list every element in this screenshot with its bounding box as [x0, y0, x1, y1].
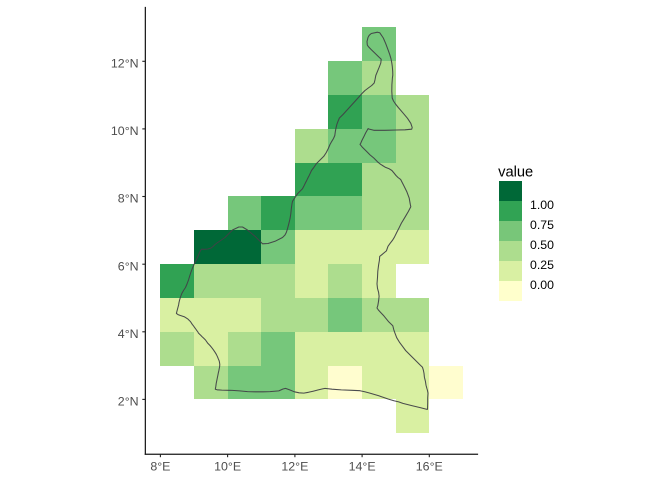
- svg-text:2°N: 2°N: [118, 395, 139, 409]
- svg-text:8°N: 8°N: [118, 192, 139, 206]
- svg-text:4°N: 4°N: [118, 327, 139, 341]
- svg-text:1.00: 1.00: [530, 198, 554, 212]
- svg-text:value: value: [498, 165, 533, 181]
- svg-text:6°N: 6°N: [118, 259, 139, 273]
- svg-text:8°E: 8°E: [150, 460, 170, 474]
- svg-text:0.25: 0.25: [530, 258, 554, 272]
- svg-text:10°E: 10°E: [214, 460, 241, 474]
- svg-text:0.50: 0.50: [530, 238, 554, 252]
- svg-text:16°E: 16°E: [416, 460, 443, 474]
- svg-text:12°N: 12°N: [111, 57, 139, 71]
- svg-text:10°N: 10°N: [111, 124, 139, 138]
- svg-text:0.75: 0.75: [530, 218, 554, 232]
- svg-text:12°E: 12°E: [281, 460, 308, 474]
- svg-text:0.00: 0.00: [530, 278, 554, 292]
- svg-text:14°E: 14°E: [349, 460, 376, 474]
